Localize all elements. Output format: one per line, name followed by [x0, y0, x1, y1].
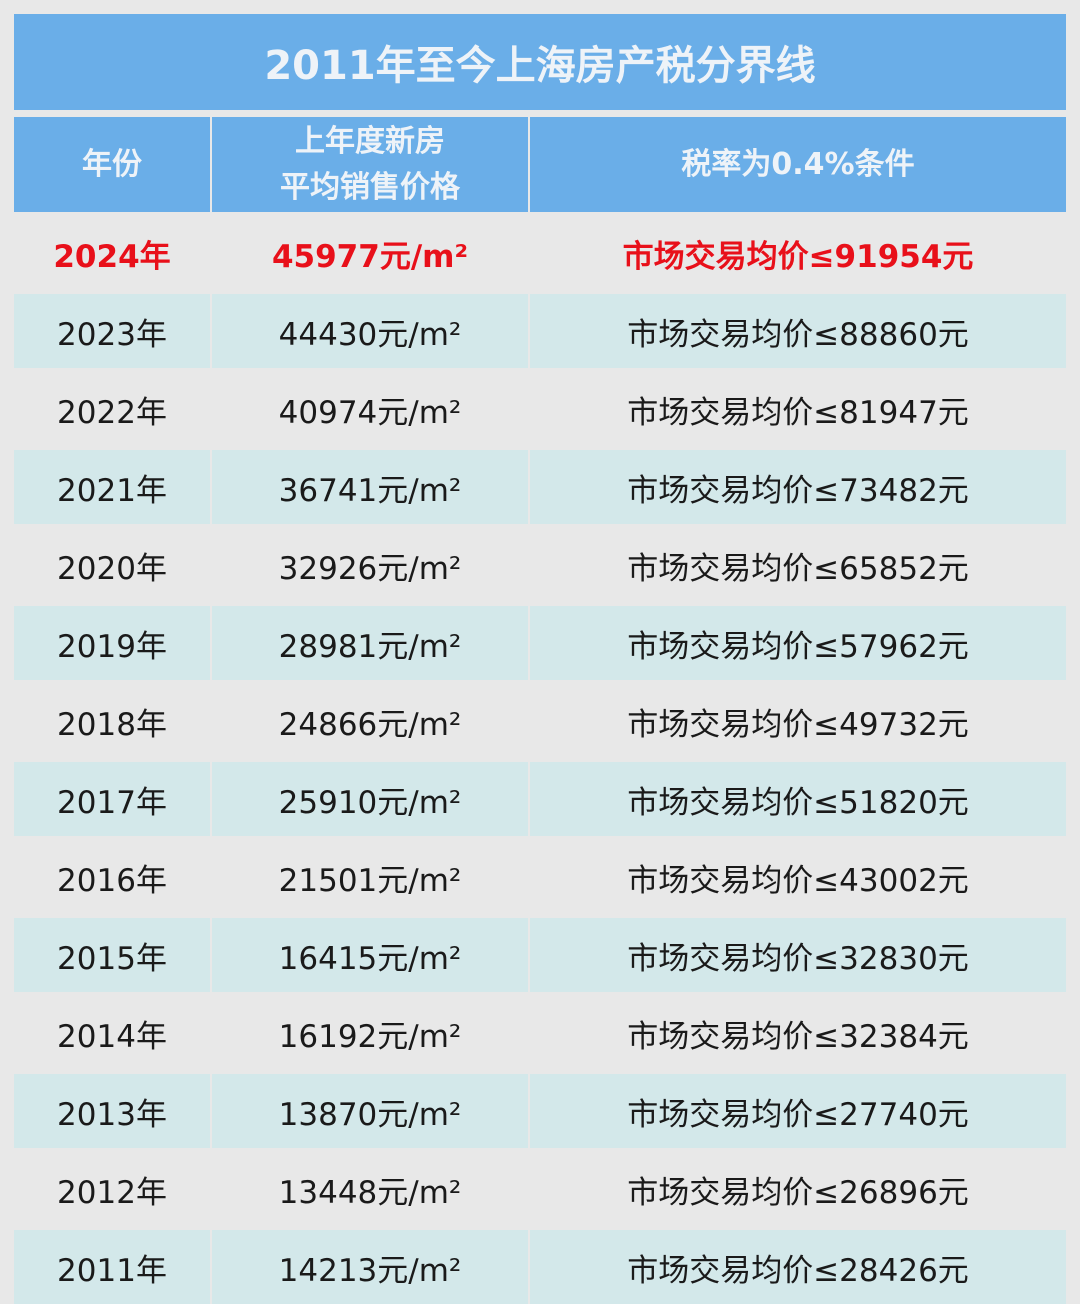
- table-row-condition: 市场交易均价≤88860元: [530, 294, 1066, 368]
- table-row-price: 40974元/m²: [278, 394, 462, 431]
- header-avg-price: 上年度新房 平均销售价格: [212, 117, 528, 212]
- table-row-year: 2012年: [57, 1174, 167, 1211]
- table-row-price: 36741元/m²: [212, 450, 528, 524]
- table-row-price: 13448元/m²: [278, 1174, 462, 1211]
- table-row-condition: 市场交易均价≤43002元: [627, 862, 969, 899]
- table-row-year: 2023年: [14, 294, 210, 368]
- table-title: 2011年至今上海房产税分界线: [14, 14, 1066, 110]
- table-row-year: 2022年: [57, 394, 167, 431]
- table-row-price: 13870元/m²: [212, 1074, 528, 1148]
- table-row-price: 16415元/m²: [212, 918, 528, 992]
- header-tax-condition: 税率为0.4%条件: [530, 117, 1066, 212]
- table-row-year: 2021年: [14, 450, 210, 524]
- table-row-year: 2016年: [57, 862, 167, 899]
- header-year: 年份: [14, 117, 210, 212]
- table-row-year: 2015年: [14, 918, 210, 992]
- table-row-condition: 市场交易均价≤57962元: [530, 606, 1066, 680]
- table-row-condition: 市场交易均价≤27740元: [530, 1074, 1066, 1148]
- table-row-price: 45977元/m²: [271, 238, 469, 275]
- table-row-condition: 市场交易均价≤81947元: [627, 394, 969, 431]
- table-row-year: 2013年: [14, 1074, 210, 1148]
- table-row-year: 2011年: [14, 1230, 210, 1304]
- table-row-condition: 市场交易均价≤65852元: [627, 550, 969, 587]
- table-row-price: 25910元/m²: [212, 762, 528, 836]
- table-row-year: 2019年: [14, 606, 210, 680]
- table-row-year: 2017年: [14, 762, 210, 836]
- table-row-year: 2014年: [57, 1018, 167, 1055]
- table-row-condition: 市场交易均价≤32384元: [627, 1018, 969, 1055]
- table-row-year: 2018年: [57, 706, 167, 743]
- table-row-price: 28981元/m²: [212, 606, 528, 680]
- table-row-year: 2020年: [57, 550, 167, 587]
- table-row-condition: 市场交易均价≤32830元: [530, 918, 1066, 992]
- table-row-price: 16192元/m²: [278, 1018, 462, 1055]
- table-row-condition: 市场交易均价≤28426元: [530, 1230, 1066, 1304]
- table-row-condition: 市场交易均价≤26896元: [627, 1174, 969, 1211]
- table-row-condition: 市场交易均价≤91954元: [622, 238, 974, 275]
- table-row-price: 21501元/m²: [278, 862, 462, 899]
- table-row-price: 44430元/m²: [212, 294, 528, 368]
- table-row-price: 32926元/m²: [278, 550, 462, 587]
- table-row-year: 2024年: [53, 238, 171, 275]
- table-row-condition: 市场交易均价≤51820元: [530, 762, 1066, 836]
- table-row-condition: 市场交易均价≤49732元: [627, 706, 969, 743]
- table-row-price: 24866元/m²: [278, 706, 462, 743]
- table-row-price: 14213元/m²: [212, 1230, 528, 1304]
- table-row-condition: 市场交易均价≤73482元: [530, 450, 1066, 524]
